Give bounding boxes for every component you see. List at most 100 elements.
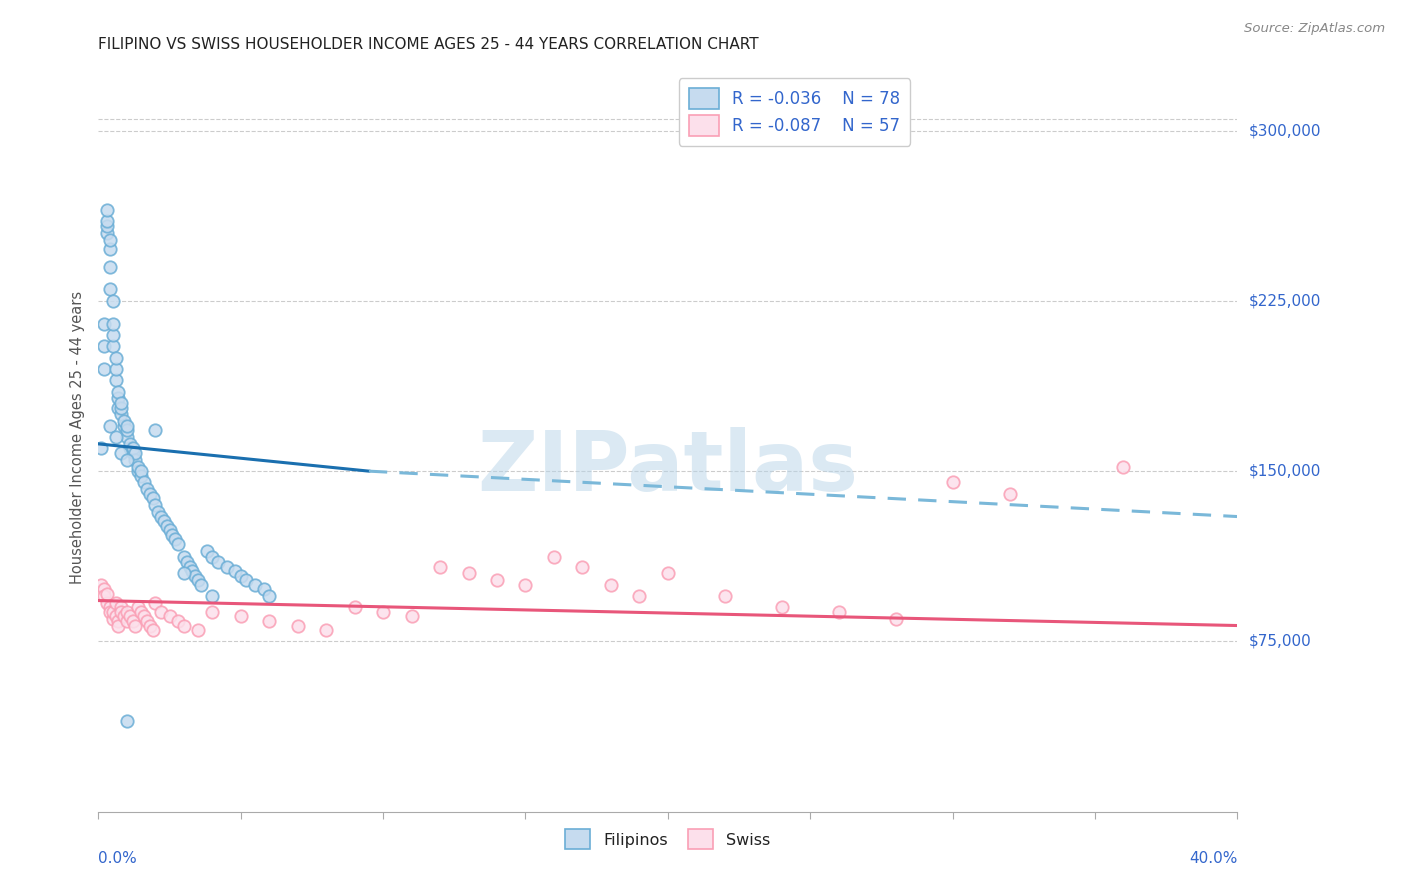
Point (101, 339, 124, 353)
Point (252, 582, 274, 597)
Point (110, 408, 132, 422)
Point (98, 260, 121, 274)
Point (259, 589, 281, 603)
Point (243, 577, 266, 591)
Text: $225,000: $225,000 (1249, 293, 1320, 309)
Point (159, 609, 181, 624)
Point (315, 623, 337, 637)
Point (90, 577, 112, 591)
Point (124, 618, 146, 632)
Point (98, 283, 121, 297)
Y-axis label: Householder Income Ages 25 - 44 years: Householder Income Ages 25 - 44 years (70, 291, 86, 583)
Point (145, 423, 167, 437)
Point (112, 609, 135, 624)
Point (190, 577, 212, 591)
Text: $75,000: $75,000 (1249, 634, 1312, 648)
Point (457, 566, 479, 581)
Point (93, 589, 115, 603)
Point (429, 559, 451, 574)
Point (98, 605, 121, 619)
Text: $300,000: $300,000 (1249, 123, 1320, 138)
Point (104, 362, 127, 376)
Point (150, 509, 173, 524)
Point (173, 550, 195, 565)
Point (201, 589, 224, 603)
Point (770, 600, 793, 615)
Point (101, 317, 124, 331)
Point (1112, 459, 1135, 474)
Point (112, 414, 135, 428)
Point (115, 714, 138, 728)
Point (110, 401, 132, 415)
Point (998, 487, 1021, 501)
Point (93, 339, 115, 353)
Point (207, 555, 229, 569)
Point (159, 523, 181, 537)
Point (135, 614, 157, 628)
Point (148, 505, 170, 519)
Point (141, 623, 163, 637)
Point (132, 609, 155, 624)
Point (101, 612, 124, 626)
Point (129, 468, 152, 483)
Point (104, 430, 127, 444)
Point (118, 437, 141, 451)
Point (98, 418, 121, 433)
Point (101, 293, 124, 308)
Point (107, 614, 129, 628)
Point (96, 226, 118, 240)
Point (173, 618, 195, 632)
Point (124, 446, 146, 460)
Legend: Filipinos, Swiss: Filipinos, Swiss (558, 822, 778, 855)
Point (138, 487, 160, 501)
Point (107, 618, 129, 632)
Point (181, 564, 204, 578)
Point (127, 459, 149, 474)
Text: ZIPatlas: ZIPatlas (478, 426, 858, 508)
Point (515, 577, 537, 591)
Point (195, 543, 218, 558)
Point (141, 491, 163, 506)
Point (96, 219, 118, 233)
Point (176, 555, 198, 569)
Point (121, 442, 143, 456)
Point (145, 596, 167, 610)
Point (121, 446, 143, 460)
Point (135, 483, 157, 497)
Point (184, 568, 207, 582)
Point (115, 423, 138, 437)
Point (98, 242, 121, 256)
Point (229, 568, 252, 582)
Point (104, 609, 127, 624)
Text: FILIPINO VS SWISS HOUSEHOLDER INCOME AGES 25 - 44 YEARS CORRELATION CHART: FILIPINO VS SWISS HOUSEHOLDER INCOME AGE… (98, 37, 759, 52)
Point (942, 475, 965, 490)
Point (167, 614, 190, 628)
Point (543, 550, 565, 565)
Point (235, 573, 257, 587)
Point (115, 614, 138, 628)
Point (150, 605, 173, 619)
Point (145, 498, 167, 512)
Point (127, 464, 149, 478)
Point (571, 559, 593, 574)
Point (153, 514, 176, 528)
Point (115, 418, 138, 433)
Point (124, 452, 146, 467)
Point (165, 533, 187, 547)
Point (401, 609, 423, 624)
Point (93, 362, 115, 376)
Point (373, 605, 395, 619)
Point (104, 373, 127, 387)
Point (162, 527, 184, 541)
Point (156, 518, 179, 533)
Point (129, 605, 152, 619)
Point (115, 452, 138, 467)
Point (96, 214, 118, 228)
Point (90, 442, 112, 456)
Point (628, 589, 651, 603)
Point (98, 600, 121, 615)
Point (110, 605, 132, 619)
Point (884, 612, 907, 626)
Point (96, 202, 118, 217)
Point (127, 600, 149, 615)
